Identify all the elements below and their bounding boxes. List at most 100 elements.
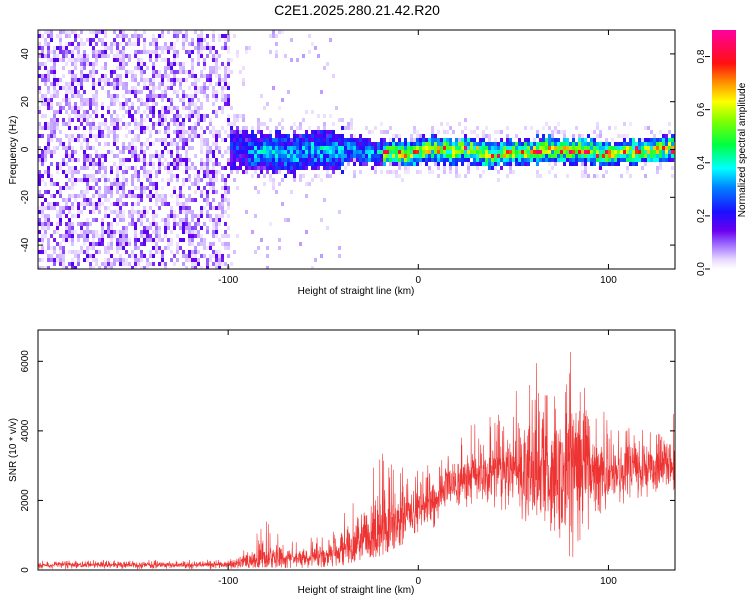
spectrogram-cell — [95, 134, 98, 138]
spectrogram-cell — [668, 150, 671, 154]
spectrogram-cell — [203, 166, 206, 170]
spectrogram-cell — [611, 146, 614, 150]
spectrogram-cell — [197, 250, 200, 254]
spectrogram-y-tick-label: -20 — [20, 190, 31, 205]
spectrogram-cell — [302, 162, 305, 166]
spectrogram-cell — [131, 202, 134, 206]
spectrogram-cell — [158, 114, 161, 118]
spectrogram-cell — [215, 110, 218, 114]
spectrogram-cell — [113, 234, 116, 238]
spectrogram-cell — [125, 62, 128, 66]
spectrogram-cell — [206, 154, 209, 158]
spectrogram-cell — [290, 190, 293, 194]
spectrogram-cell — [230, 70, 233, 74]
spectrogram-cell — [365, 146, 368, 150]
spectrogram-cell — [203, 74, 206, 78]
spectrogram-cell — [86, 118, 89, 122]
spectrogram-cell — [50, 234, 53, 238]
spectrogram-cell — [116, 58, 119, 62]
spectrogram-cell — [89, 42, 92, 46]
spectrogram-cell — [233, 158, 236, 162]
spectrogram-cell — [116, 46, 119, 50]
spectrogram-cell — [41, 78, 44, 82]
spectrogram-cell — [227, 214, 230, 218]
spectrogram-cell — [410, 154, 413, 158]
spectrogram-cell — [485, 162, 488, 166]
spectrogram-cell — [119, 186, 122, 190]
spectrogram-cell — [38, 54, 41, 58]
spectrogram-cell — [488, 162, 491, 166]
spectrogram-cell — [182, 182, 185, 186]
spectrogram-cell — [206, 158, 209, 162]
spectrogram-cell — [278, 138, 281, 142]
spectrogram-cell — [110, 102, 113, 106]
spectrogram-cell — [635, 142, 638, 146]
spectrogram-cell — [89, 202, 92, 206]
spectrogram-cell — [158, 234, 161, 238]
spectrogram-cell — [509, 146, 512, 150]
spectrogram-cell — [41, 266, 44, 269]
spectrogram-cell — [218, 34, 221, 38]
spectrogram-cell — [101, 166, 104, 170]
spectrogram-cell — [278, 246, 281, 250]
spectrogram-cell — [98, 134, 101, 138]
spectrogram-cell — [236, 166, 239, 170]
spectrogram-cell — [65, 134, 68, 138]
spectrogram-cell — [668, 158, 671, 162]
spectrogram-cell — [185, 138, 188, 142]
spectrogram-cell — [65, 170, 68, 174]
spectrogram-cell — [281, 134, 284, 138]
spectrogram-cell — [146, 234, 149, 238]
spectrogram-cell — [488, 146, 491, 150]
spectrogram-cell — [503, 142, 506, 146]
spectrogram-cell — [242, 114, 245, 118]
spectrogram-cell — [119, 54, 122, 58]
spectrogram-cell — [155, 54, 158, 58]
spectrogram-cell — [341, 154, 344, 158]
spectrogram-cell — [410, 138, 413, 142]
spectrogram-cell — [185, 78, 188, 82]
spectrogram-cell — [77, 170, 80, 174]
spectrogram-cell — [80, 78, 83, 82]
spectrogram-cell — [308, 142, 311, 146]
spectrogram-cell — [158, 194, 161, 198]
spectrogram-cell — [314, 142, 317, 146]
spectrogram-cell — [299, 166, 302, 170]
spectrogram-cell — [296, 138, 299, 142]
spectrogram-cell — [227, 150, 230, 154]
spectrogram-cell — [518, 142, 521, 146]
spectrogram-cell — [68, 114, 71, 118]
spectrogram-cell — [83, 258, 86, 262]
spectrogram-cell — [89, 222, 92, 226]
spectrogram-cell — [323, 154, 326, 158]
spectrogram-cell — [251, 134, 254, 138]
spectrogram-cell — [152, 114, 155, 118]
spectrogram-cell — [665, 138, 668, 142]
spectrogram-cell — [167, 66, 170, 70]
spectrogram-cell — [209, 82, 212, 86]
spectrogram-cell — [197, 258, 200, 262]
spectrogram-cell — [491, 162, 494, 166]
spectrogram-cell — [665, 158, 668, 162]
spectrogram-cell — [59, 242, 62, 246]
spectrogram-cell — [92, 158, 95, 162]
spectrogram-cell — [188, 42, 191, 46]
spectrogram-cell — [260, 170, 263, 174]
spectrogram-cell — [266, 166, 269, 170]
spectrogram-cell — [389, 142, 392, 146]
spectrogram-cell — [116, 154, 119, 158]
spectrogram-cell — [356, 150, 359, 154]
spectrogram-cell — [149, 110, 152, 114]
spectrogram-cell — [44, 182, 47, 186]
spectrogram-cell — [278, 182, 281, 186]
spectrogram-cell — [101, 74, 104, 78]
spectrogram-cell — [218, 258, 221, 262]
spectrogram-cell — [50, 150, 53, 154]
spectrogram-cell — [92, 122, 95, 126]
spectrogram-cell — [122, 142, 125, 146]
spectrogram-cell — [641, 158, 644, 162]
spectrogram-cell — [167, 178, 170, 182]
spectrogram-cell — [284, 142, 287, 146]
spectrogram-cell — [326, 150, 329, 154]
spectrogram-cell — [155, 222, 158, 226]
